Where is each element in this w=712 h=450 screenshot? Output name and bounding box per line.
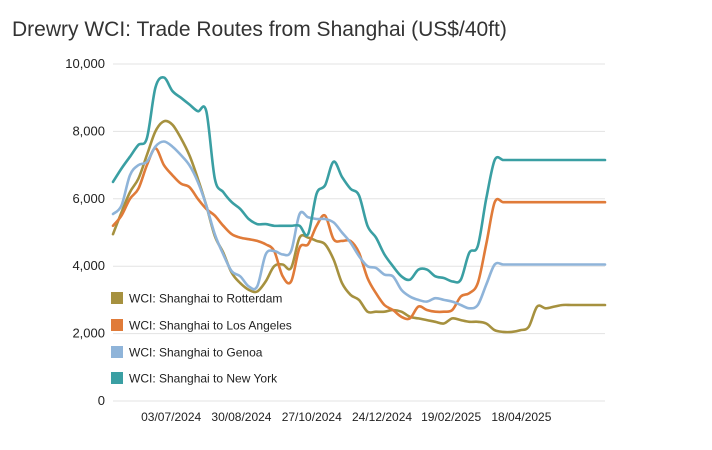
x-tick-label: 27/10/2024 [282, 410, 342, 424]
legend-swatch-los-angeles [111, 319, 123, 331]
series-line-rotterdam [111, 119, 607, 334]
series-line-new-york [111, 76, 607, 284]
series-line-genoa [111, 140, 607, 310]
x-tick-label: 19/02/2025 [421, 410, 481, 424]
legend-swatch-rotterdam [111, 292, 123, 304]
y-tick-label: 4,000 [72, 258, 105, 273]
x-tick-label: 18/04/2025 [491, 410, 551, 424]
legend-label-rotterdam: WCI: Shanghai to Rotterdam [129, 292, 282, 306]
legend-label-genoa: WCI: Shanghai to Genoa [129, 346, 263, 360]
y-tick-label: 0 [98, 393, 105, 408]
y-axis-ticks: 0 2,000 4,000 6,000 8,000 10,000 [65, 56, 105, 408]
series-lines [111, 76, 607, 334]
x-tick-label: 24/12/2024 [352, 410, 412, 424]
legend: WCI: Shanghai to Rotterdam WCI: Shanghai … [111, 292, 292, 386]
y-tick-label: 8,000 [72, 123, 105, 138]
chart-title: Drewry WCI: Trade Routes from Shanghai (… [12, 18, 507, 41]
x-tick-label: 30/08/2024 [211, 410, 271, 424]
y-tick-label: 10,000 [65, 56, 105, 71]
x-axis-ticks: 03/07/2024 30/08/2024 27/10/2024 24/12/2024… [141, 410, 552, 424]
legend-label-new-york: WCI: Shanghai to New York [129, 372, 278, 386]
series-line-los-angeles [111, 147, 607, 321]
y-tick-label: 2,000 [72, 326, 105, 341]
legend-swatch-genoa [111, 346, 123, 358]
legend-swatch-new-york [111, 372, 123, 384]
x-tick-label: 03/07/2024 [141, 410, 201, 424]
legend-label-los-angeles: WCI: Shanghai to Los Angeles [129, 319, 292, 333]
y-tick-label: 6,000 [72, 191, 105, 206]
